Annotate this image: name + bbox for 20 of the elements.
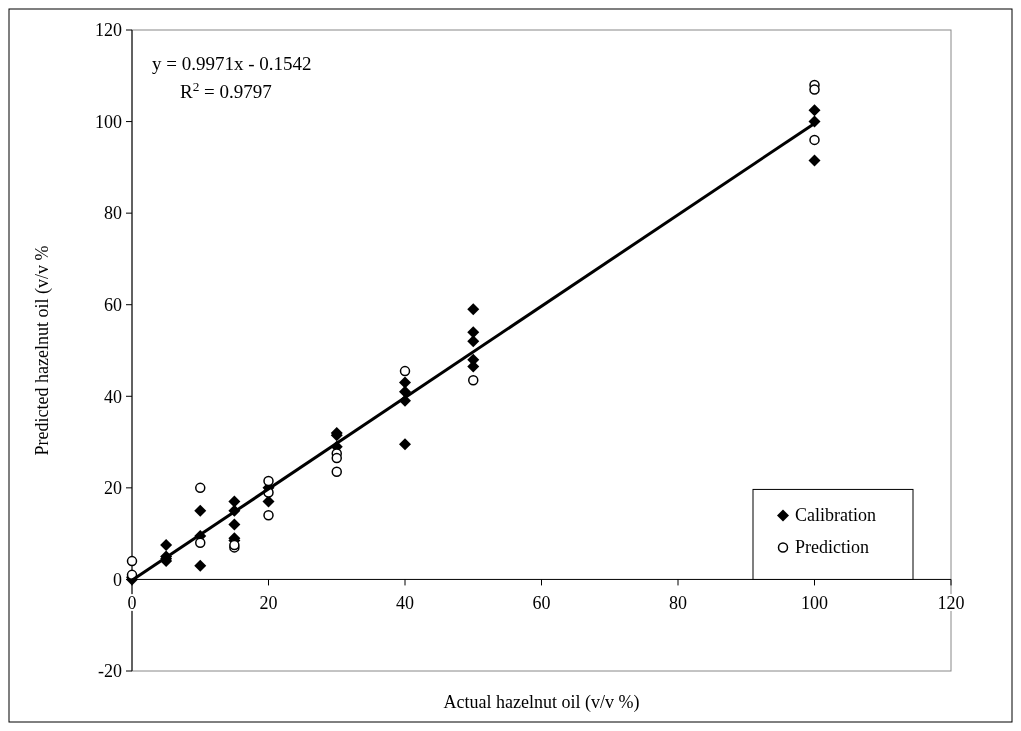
y-axis-title: Predicted hazelnut oil (v/v % (32, 245, 53, 456)
y-tick-label: 0 (113, 569, 122, 590)
x-tick-label: 120 (937, 593, 965, 614)
y-tick-label: 60 (104, 295, 122, 316)
annotation: y = 0.9971x - 0.1542 (152, 53, 312, 74)
legend-label: Prediction (795, 537, 869, 558)
x-axis-title: Actual hazelnut oil (v/v %) (443, 692, 640, 713)
y-tick-label: 120 (95, 20, 122, 41)
legend-label: Calibration (795, 505, 876, 526)
y-tick-label: 40 (104, 386, 122, 407)
x-tick-label: 100 (801, 593, 828, 614)
annotation: R$^{2}$ = 0.9797 (180, 78, 272, 102)
y-tick-label: 100 (95, 111, 122, 132)
y-tick-label: 80 (104, 203, 122, 224)
y-tick-label: -20 (98, 661, 122, 682)
x-tick-label: 60 (532, 593, 551, 614)
x-tick-label: 80 (669, 593, 687, 614)
x-tick-label: 20 (259, 593, 278, 614)
y-tick-label: 20 (104, 478, 122, 499)
x-tick-label: 40 (396, 593, 414, 614)
